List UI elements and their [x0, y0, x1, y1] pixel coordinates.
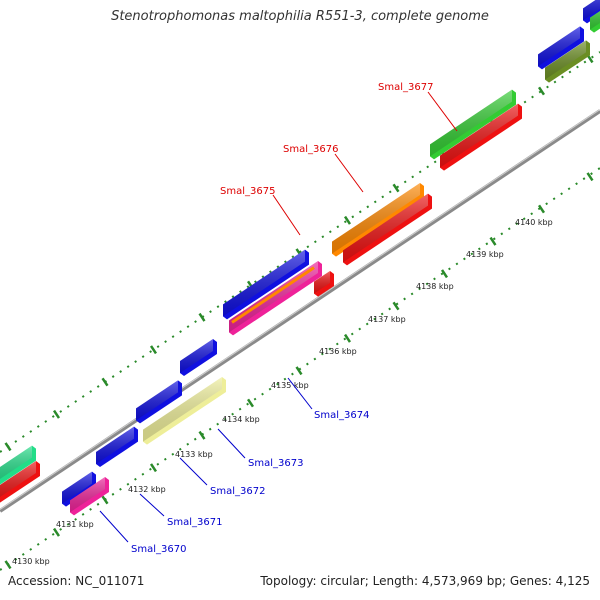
kbp-label-4135: 4135 kbp	[271, 381, 309, 390]
kbp-label-4139: 4139 kbp	[466, 250, 504, 259]
genome-backbone	[0, 109, 600, 513]
gene-block-blue-g-shade	[583, 0, 600, 21]
leader-smal-3674	[287, 377, 313, 410]
accession-text: Accession: NC_011071	[8, 574, 145, 588]
leader-smal-3676	[334, 153, 364, 193]
outer-track-tick	[149, 345, 158, 355]
outer-track-tick	[52, 409, 61, 419]
inner-dotted-track	[0, 167, 600, 571]
gene-block-stripe-3674	[231, 266, 315, 324]
gene-block-green-3677-shade	[430, 89, 512, 157]
gene-label-smal-3675: Smal_3675	[220, 186, 275, 197]
gene-label-smal-3670: Smal_3670	[131, 544, 186, 555]
topology-text: Topology: circular; Length: 4,573,969 bp…	[260, 574, 590, 588]
leader-smal-3671	[139, 493, 165, 517]
outer-track-tick	[392, 183, 400, 193]
outer-track-tick	[343, 215, 352, 225]
inner-track-tick	[149, 463, 158, 473]
gene-label-smal-3671: Smal_3671	[167, 517, 222, 528]
inner-track-tick	[489, 236, 497, 246]
gene-block-green-edge-shade	[590, 10, 600, 30]
gene-block-teal-left-shade	[0, 445, 32, 479]
gene-block-blue-b-shade	[96, 426, 134, 464]
kbp-label-4132: 4132 kbp	[128, 485, 166, 494]
gene-block-blue-e-shade	[223, 249, 305, 317]
leader-smal-3677	[427, 91, 458, 132]
inner-track-tick	[4, 560, 12, 570]
gene-label-smal-3672: Smal_3672	[210, 486, 265, 497]
inner-track-tick	[295, 366, 303, 376]
gene-block-olive-shade	[545, 40, 586, 80]
gene-block-blue-f-shade	[538, 26, 580, 67]
gene-group	[0, 0, 600, 516]
gene-label-smal-3674: Smal_3674	[314, 410, 369, 421]
inner-track-tick	[198, 430, 206, 440]
gene-block-red-small-shade	[314, 271, 330, 294]
genome-backbone-highlight	[0, 109, 600, 510]
kbp-label-4140: 4140 kbp	[515, 218, 553, 227]
inner-track-tick	[537, 204, 546, 214]
kbp-label-4133: 4133 kbp	[175, 450, 213, 459]
gene-block-blue-a-shade	[62, 471, 92, 504]
gene-label-smal-3676: Smal_3676	[283, 144, 338, 155]
outer-track-tick	[101, 377, 109, 387]
kbp-label-4130: 4130 kbp	[12, 557, 50, 566]
kbp-label-4134: 4134 kbp	[222, 415, 260, 424]
leader-smal-3672	[179, 457, 208, 486]
gene-label-smal-3673: Smal_3673	[248, 458, 303, 469]
leader-smal-3673	[217, 428, 246, 459]
gene-block-red-3677b-shade	[440, 103, 518, 168]
gene-block-blue-d-shade	[180, 339, 213, 373]
gene-block-orange-3675-shade	[332, 183, 420, 254]
outer-track-tick	[4, 442, 12, 452]
inner-track-tick	[440, 269, 449, 279]
leader-smal-3670	[99, 510, 129, 543]
inner-track-tick	[101, 495, 109, 505]
gene-block-red-3676-shade	[343, 193, 428, 263]
kbp-label-4136: 4136 kbp	[319, 347, 357, 356]
gene-block-pink-3670-shade	[70, 477, 105, 513]
diagram-title: Stenotrophomonas maltophilia R551-3, com…	[111, 9, 489, 24]
outer-track-tick	[198, 312, 206, 322]
gene-label-smal-3677: Smal_3677	[378, 82, 433, 93]
kbp-label-4137: 4137 kbp	[368, 315, 406, 324]
gene-block-red-left-shade	[0, 461, 36, 497]
inner-track-tick	[586, 172, 594, 182]
inner-track-tick	[52, 527, 61, 537]
gene-block-yellow-3673-shade	[143, 377, 222, 442]
gene-block-blue-c-shade	[136, 380, 178, 421]
kbp-label-4131: 4131 kbp	[56, 520, 94, 529]
inner-track-tick	[343, 333, 352, 343]
outer-track-tick	[537, 86, 546, 96]
inner-track-tick	[246, 398, 255, 408]
kbp-label-4138: 4138 kbp	[416, 282, 454, 291]
inner-track-tick	[392, 301, 400, 311]
leader-smal-3675	[272, 194, 301, 236]
